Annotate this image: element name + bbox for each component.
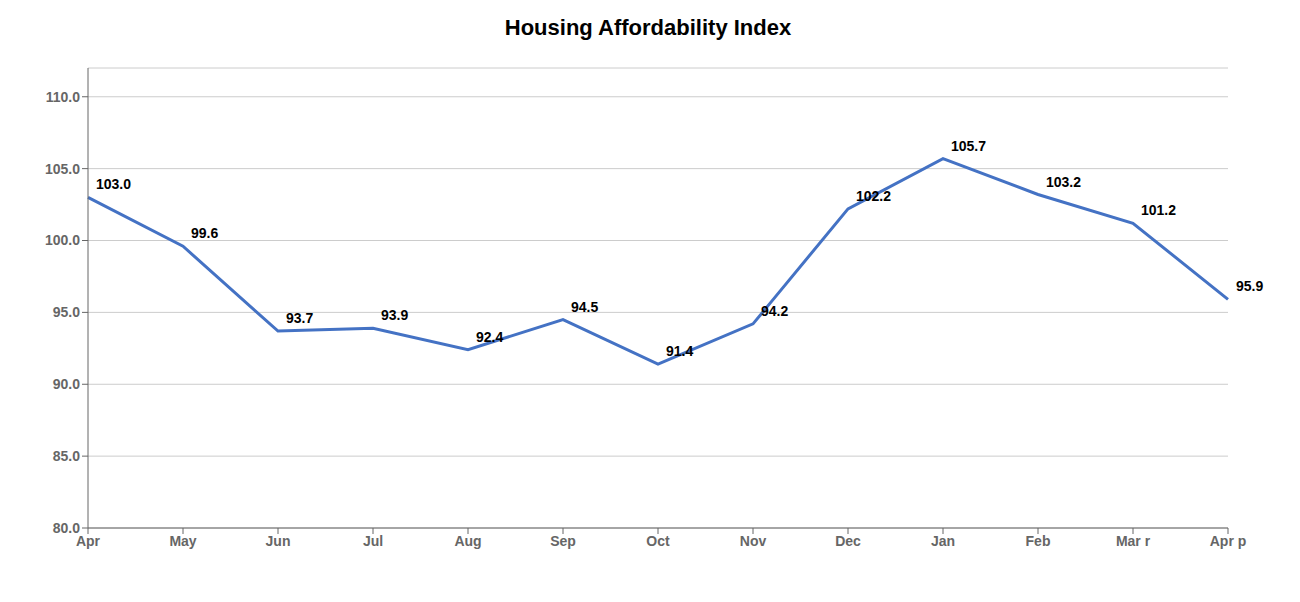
svg-text:May: May	[169, 533, 196, 549]
svg-text:Apr: Apr	[75, 532, 101, 549]
svg-text:Aug: Aug	[454, 533, 481, 549]
svg-text:93.7: 93.7	[286, 310, 313, 326]
svg-text:Oct: Oct	[646, 533, 670, 549]
svg-text:90.0: 90.0	[53, 376, 80, 392]
svg-text:92.4: 92.4	[476, 329, 503, 345]
svg-text:Jan: Jan	[931, 533, 955, 549]
svg-text:105.7: 105.7	[951, 138, 986, 154]
svg-text:100.0: 100.0	[45, 232, 80, 248]
svg-text:94.2: 94.2	[761, 303, 788, 319]
svg-text:93.9: 93.9	[381, 307, 408, 323]
svg-text:Apr p: Apr p	[1210, 533, 1247, 549]
svg-text:Nov: Nov	[740, 533, 767, 549]
svg-text:99.6: 99.6	[191, 225, 218, 241]
svg-text:Jun: Jun	[266, 533, 291, 549]
svg-text:91.4: 91.4	[666, 343, 693, 359]
svg-text:101.2: 101.2	[1141, 202, 1176, 218]
svg-text:103.0: 103.0	[96, 176, 131, 192]
html-text:Housing Affordability Index: Housing Affordability Index	[504, 15, 792, 40]
svg-text:94.5: 94.5	[571, 299, 598, 315]
svg-text:95.9: 95.9	[1236, 278, 1263, 294]
svg-text:Mar r: Mar r	[1116, 533, 1151, 549]
svg-text:85.0: 85.0	[53, 448, 80, 464]
svg-text:95.0: 95.0	[53, 304, 80, 320]
svg-text:103.2: 103.2	[1046, 174, 1081, 190]
svg-text:105.0: 105.0	[45, 161, 80, 177]
svg-text:Sep: Sep	[550, 533, 576, 549]
svg-text:80.0: 80.0	[53, 520, 80, 536]
svg-text:110.0: 110.0	[46, 89, 80, 105]
svg-text:102.2: 102.2	[856, 188, 891, 204]
svg-text:Feb: Feb	[1026, 533, 1051, 549]
svg-text:Jul: Jul	[363, 533, 383, 549]
svg-text:Dec: Dec	[835, 533, 861, 549]
